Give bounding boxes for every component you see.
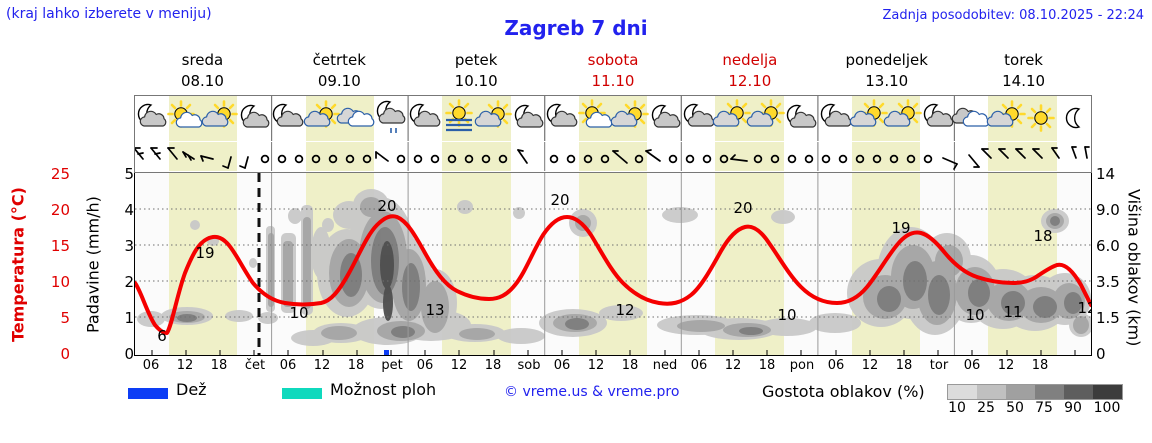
day-header-1: sreda 08.10 (134, 50, 271, 94)
svg-text:12: 12 (1077, 299, 1091, 317)
svg-text:10: 10 (777, 306, 796, 324)
x-axis-labels: 06 12 18 čet 06 12 18 pet 06 12 18 sob 0… (142, 358, 1049, 373)
day-name: četrtek (312, 51, 366, 69)
day-name: sreda (181, 51, 224, 69)
copyright-link[interactable]: © vreme.us & vreme.pro (504, 384, 680, 400)
day-date: 13.10 (865, 72, 909, 90)
cloud-density-ramp-labels: 10 25 50 75 90 100 (948, 400, 1121, 416)
temperature-curve (135, 214, 1091, 335)
cloud-density-color-ramp (947, 384, 1123, 400)
wind-barb-strip (134, 142, 1092, 173)
svg-text:20: 20 (377, 197, 396, 215)
day-header-2: četrtek 09.10 (271, 50, 408, 94)
svg-text:20: 20 (550, 191, 569, 209)
day-header-7: torek 14.10 (955, 50, 1092, 94)
day-header-6: ponedeljek 13.10 (818, 50, 955, 94)
day-header-band: sreda 08.10 četrtek 09.10 petek 10.10 sobota 11… (134, 50, 1092, 94)
weather-icons-svg (137, 96, 1080, 141)
legend-bar: Dež Možnost ploh © vreme.us & vreme.pro … (0, 380, 1152, 424)
day-name: torek (1004, 51, 1043, 69)
day-name: petek (454, 51, 498, 69)
svg-text:19: 19 (195, 244, 214, 262)
day-date: 08.10 (180, 72, 224, 90)
day-name: nedelja (722, 51, 778, 69)
showers-legend-label: Možnost ploh (330, 380, 437, 399)
temperature-labels: 6 19 10 20 13 20 12 20 10 19 10 18 11 12 (157, 191, 1091, 345)
svg-text:10: 10 (289, 304, 308, 322)
rain-bar (384, 350, 389, 355)
rain-legend-label: Dež (176, 380, 207, 399)
temperature-axis-title: Temperatura (°C) (8, 187, 28, 343)
day-date: 09.10 (317, 72, 361, 90)
meteogram-plot: 6 19 10 20 13 20 12 20 10 19 10 18 11 12 (134, 173, 1092, 356)
x-tick-marks (151, 350, 1076, 355)
weather-icon-strip (134, 95, 1092, 142)
svg-text:20: 20 (733, 199, 752, 217)
cloud-height-axis-title: Višina oblakov (km) (1124, 189, 1144, 347)
cloud-density-legend-title: Gostota oblakov (%) (762, 382, 925, 401)
meteogram-svg: 6 19 10 20 13 20 12 20 10 19 10 18 11 12 (135, 173, 1091, 355)
day-date: 11.10 (591, 72, 635, 90)
temperature-axis-ticks: 25 20 15 10 5 0 (50, 165, 70, 363)
location-note: (kraj lahko izberete v meniju) (6, 6, 212, 22)
cloud-height-axis-ticks: 14 9.0 6.0 3.5 1.5 0 (1096, 165, 1120, 363)
day-header-4: sobota 11.10 (545, 50, 682, 94)
day-name: sobota (587, 51, 639, 69)
day-date: 14.10 (1002, 72, 1046, 90)
svg-text:18: 18 (1033, 227, 1052, 245)
showers-swatch (282, 388, 322, 399)
day-header-3: petek 10.10 (408, 50, 545, 94)
svg-text:10: 10 (965, 306, 984, 324)
wind-barbs-svg (135, 142, 1090, 171)
day-date: 12.10 (728, 72, 772, 90)
svg-text:19: 19 (891, 219, 910, 237)
day-name: ponedeljek (845, 51, 928, 69)
rain-swatch (128, 388, 168, 399)
svg-text:13: 13 (425, 301, 444, 319)
day-header-5: nedelja 12.10 (681, 50, 818, 94)
gridlines (135, 208, 1091, 318)
svg-text:11: 11 (1003, 303, 1022, 321)
day-date: 10.10 (454, 72, 498, 90)
last-update-label: Zadnja posodobitev: 08.10.2025 - 22:24 (882, 8, 1144, 23)
svg-text:12: 12 (615, 301, 634, 319)
page-title: Zagreb 7 dni (504, 16, 648, 40)
svg-text:6: 6 (157, 327, 167, 345)
precipitation-axis-ticks: 5 4 3 2 1 0 (124, 165, 134, 363)
